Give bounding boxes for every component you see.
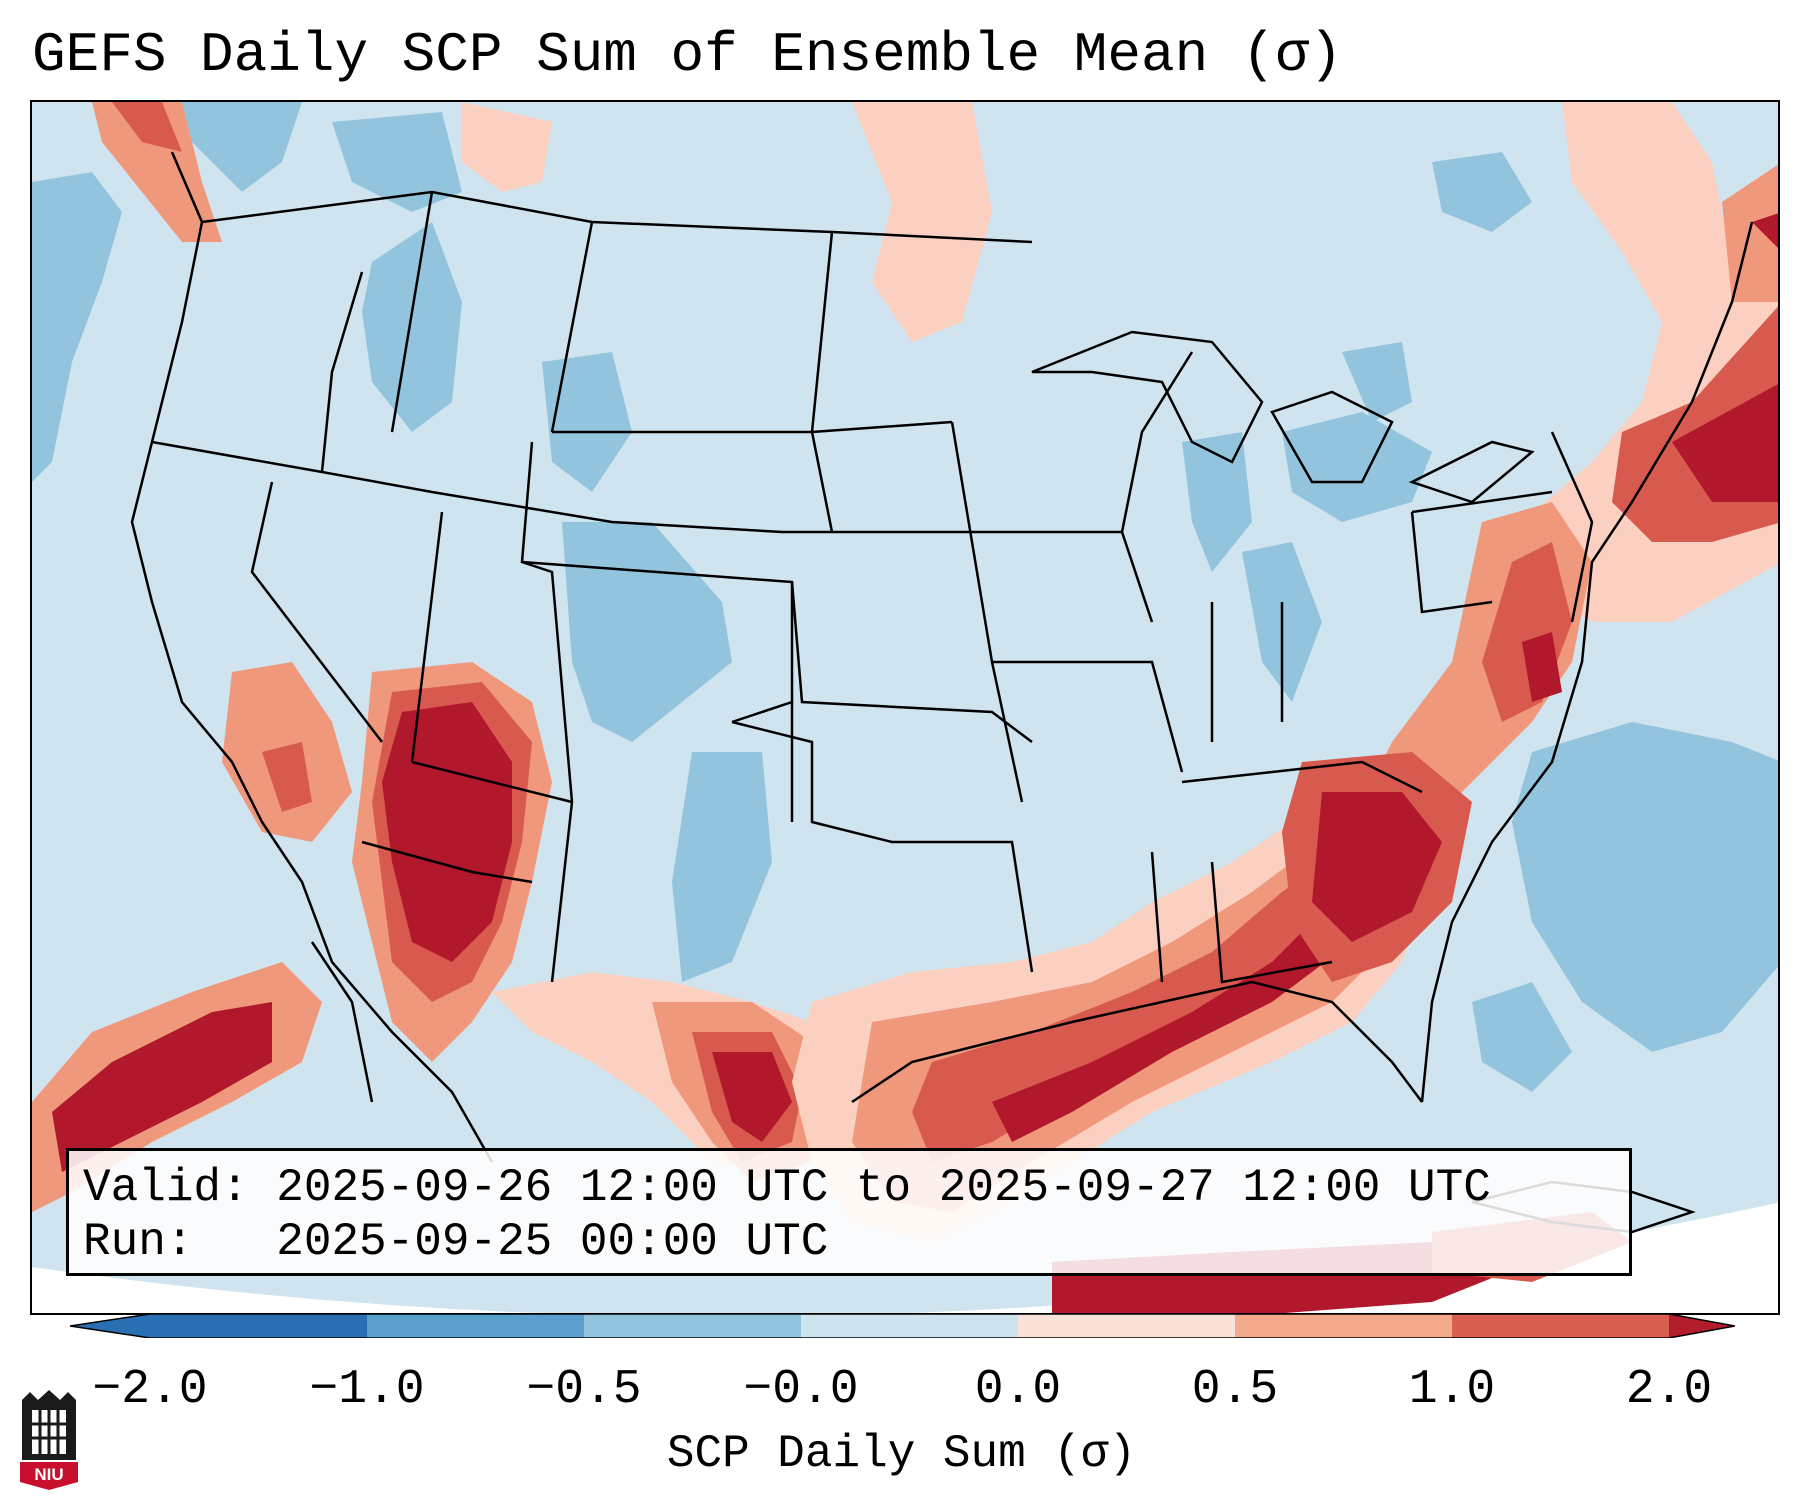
colorbar-tick-label: −2.0 bbox=[92, 1363, 208, 1417]
valid-time-box: Valid: 2025-09-26 12:00 UTC to 2025-09-2… bbox=[66, 1148, 1632, 1276]
colorbar-tick-label: 0.5 bbox=[1191, 1363, 1279, 1417]
colorbar-tick-label: 1.0 bbox=[1408, 1363, 1496, 1417]
colorbar-label: SCP Daily Sum (σ) bbox=[666, 1428, 1137, 1480]
valid-line: Valid: 2025-09-26 12:00 UTC to 2025-09-2… bbox=[83, 1162, 1491, 1214]
niu-logo: NIU bbox=[20, 1390, 78, 1490]
colorbar-segment bbox=[1235, 1314, 1452, 1338]
map-panel bbox=[30, 100, 1780, 1315]
colorbar-extend-high bbox=[1669, 1314, 1735, 1338]
map-canvas bbox=[32, 102, 1778, 1313]
colorbar-segment bbox=[801, 1314, 1018, 1338]
colorbar-segment bbox=[1018, 1314, 1235, 1338]
colorbar-tick-label: −0.0 bbox=[743, 1363, 859, 1417]
colorbar-tick-label: −0.5 bbox=[526, 1363, 642, 1417]
colorbar bbox=[70, 1314, 1735, 1338]
run-line: Run: 2025-09-25 00:00 UTC bbox=[83, 1216, 829, 1268]
boundaries bbox=[130, 151, 1754, 1234]
logo-text: NIU bbox=[34, 1465, 63, 1484]
page-title: GEFS Daily SCP Sum of Ensemble Mean (σ) bbox=[32, 23, 1343, 87]
scp-field bbox=[32, 102, 1778, 1313]
colorbar-tick-label: 0.0 bbox=[974, 1363, 1062, 1417]
colorbar-segment bbox=[367, 1314, 584, 1338]
colorbar-extend-low bbox=[70, 1314, 150, 1338]
colorbar-segment bbox=[150, 1314, 367, 1338]
colorbar-segment bbox=[1452, 1314, 1669, 1338]
colorbar-tick-label: 2.0 bbox=[1625, 1363, 1713, 1417]
colorbar-tick-label: −1.0 bbox=[309, 1363, 425, 1417]
colorbar-segment bbox=[584, 1314, 801, 1338]
